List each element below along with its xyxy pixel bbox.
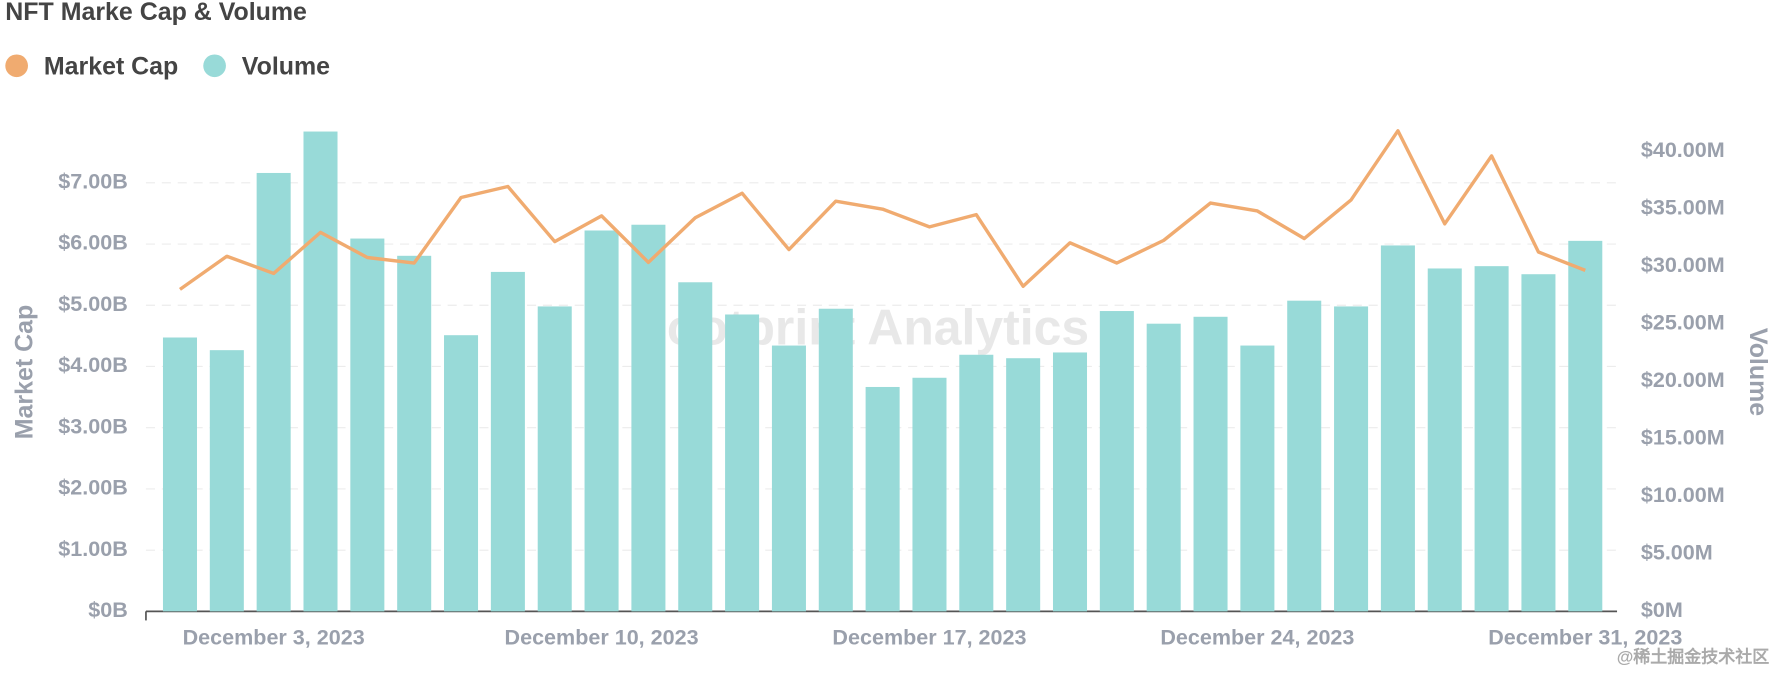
bar <box>678 282 713 612</box>
y-tick-label: $7.00B <box>58 169 127 194</box>
bar <box>771 345 806 612</box>
x-tick-label: December 31, 2023 <box>1488 624 1682 649</box>
y-tick-label: $0B <box>88 597 128 622</box>
legend-label: Volume <box>242 53 330 81</box>
bar <box>1521 274 1556 612</box>
bar <box>725 314 760 612</box>
y2-tick-label: $0M <box>1641 597 1683 622</box>
bar <box>350 238 385 612</box>
legend-marker <box>203 54 226 78</box>
bar <box>584 230 619 612</box>
y2-tick-label: $5.00M <box>1641 540 1713 565</box>
y-tick-label: $5.00B <box>58 291 127 316</box>
line <box>178 129 1586 291</box>
bar <box>912 377 947 612</box>
bar <box>1568 240 1603 612</box>
bar <box>1474 266 1509 612</box>
y2-tick-label: $20.00M <box>1641 367 1725 392</box>
y-tick-label: $3.00B <box>58 413 127 438</box>
x-tick-label: December 3, 2023 <box>183 624 365 649</box>
bar <box>1380 245 1415 612</box>
y-tick-label: $1.00B <box>58 536 127 561</box>
y2-tick-label: $30.00M <box>1641 252 1725 277</box>
bar <box>256 172 291 612</box>
chart-title: NFT Marke Cap & Volume <box>5 0 307 26</box>
legend-marker <box>5 54 28 78</box>
y2-axis-title: Volume <box>1744 328 1772 416</box>
bar <box>490 271 525 612</box>
x-tick-label: December 24, 2023 <box>1160 624 1354 649</box>
y-tick-label: $2.00B <box>58 475 127 500</box>
bar <box>1099 311 1134 612</box>
y2-tick-label: $15.00M <box>1641 424 1725 449</box>
bar <box>537 306 572 612</box>
bar <box>397 255 432 612</box>
bar <box>1287 300 1322 612</box>
y2-tick-label: $25.00M <box>1641 309 1725 334</box>
bar <box>1146 323 1181 612</box>
bar <box>303 131 338 612</box>
y-tick-label: $6.00B <box>58 230 127 255</box>
bar <box>1240 345 1275 612</box>
bar <box>209 350 244 612</box>
bar <box>959 354 994 612</box>
x-tick-label: December 17, 2023 <box>832 624 1026 649</box>
x-tick-label: December 10, 2023 <box>505 624 699 649</box>
y2-tick-label: $40.00M <box>1641 137 1725 162</box>
bar <box>1427 268 1462 612</box>
y-tick-label: $4.00B <box>58 352 127 377</box>
bar <box>1052 352 1088 612</box>
credit: @稀土掘金技术社区 <box>1617 646 1770 666</box>
bar <box>162 337 197 612</box>
y2-tick-label: $10.00M <box>1641 482 1725 507</box>
bar <box>818 308 853 612</box>
bar <box>631 224 666 612</box>
bar <box>1193 316 1228 612</box>
legend-label: Market Cap <box>44 53 178 81</box>
bar <box>1006 358 1041 612</box>
y-axis-title: Market Cap <box>10 305 38 439</box>
bar <box>444 335 479 612</box>
bar <box>865 386 900 612</box>
bar <box>1334 306 1369 612</box>
y2-tick-label: $35.00M <box>1641 194 1725 219</box>
